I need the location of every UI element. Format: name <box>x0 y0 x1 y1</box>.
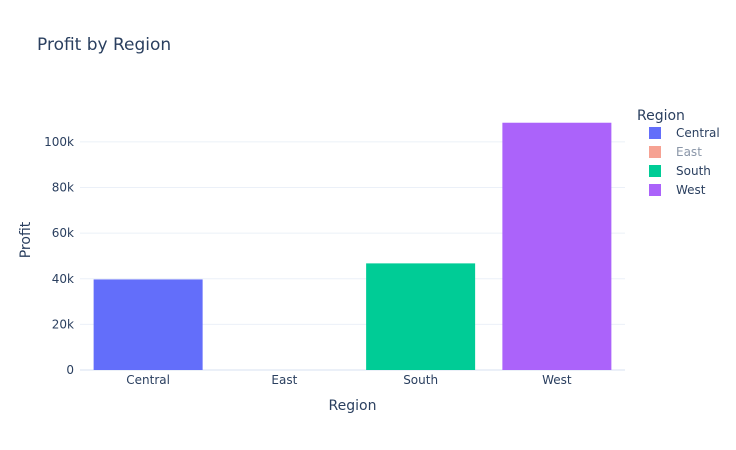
bar-west[interactable] <box>502 122 612 370</box>
legend-swatch <box>649 165 661 177</box>
x-axis-title: Region <box>329 398 377 414</box>
legend-item-east[interactable]: East <box>649 145 702 159</box>
x-tick-label: South <box>403 373 438 387</box>
y-tick-label: 60k <box>52 226 74 240</box>
bar-south[interactable] <box>366 263 476 370</box>
x-tick-label: Central <box>126 373 170 387</box>
legend-item-central[interactable]: Central <box>649 126 720 140</box>
legend-item-west[interactable]: West <box>649 183 706 197</box>
x-tick-labels: Central East South West <box>126 373 572 387</box>
bar-central[interactable] <box>93 279 203 370</box>
y-tick-label: 40k <box>52 272 74 286</box>
y-axis-title: Profit <box>18 221 34 258</box>
y-tick-label: 0 <box>66 363 74 377</box>
legend-swatch <box>649 184 661 196</box>
legend-label: East <box>676 145 702 159</box>
legend-label: South <box>676 164 711 178</box>
legend-swatch <box>649 127 661 139</box>
bars-layer <box>93 122 612 370</box>
x-tick-label: East <box>271 373 297 387</box>
y-tick-labels: 0 20k 40k 60k 80k 100k <box>44 135 74 377</box>
legend: Region Central East South West <box>637 108 720 197</box>
legend-label: Central <box>676 126 720 140</box>
legend-label: West <box>676 183 706 197</box>
legend-swatch <box>649 146 661 158</box>
chart-title: Profit by Region <box>37 35 171 55</box>
y-tick-label: 80k <box>52 181 74 195</box>
y-tick-label: 20k <box>52 317 74 331</box>
legend-title: Region <box>637 108 685 124</box>
legend-item-south[interactable]: South <box>649 164 711 178</box>
x-tick-label: West <box>542 373 572 387</box>
y-tick-label: 100k <box>44 135 74 149</box>
